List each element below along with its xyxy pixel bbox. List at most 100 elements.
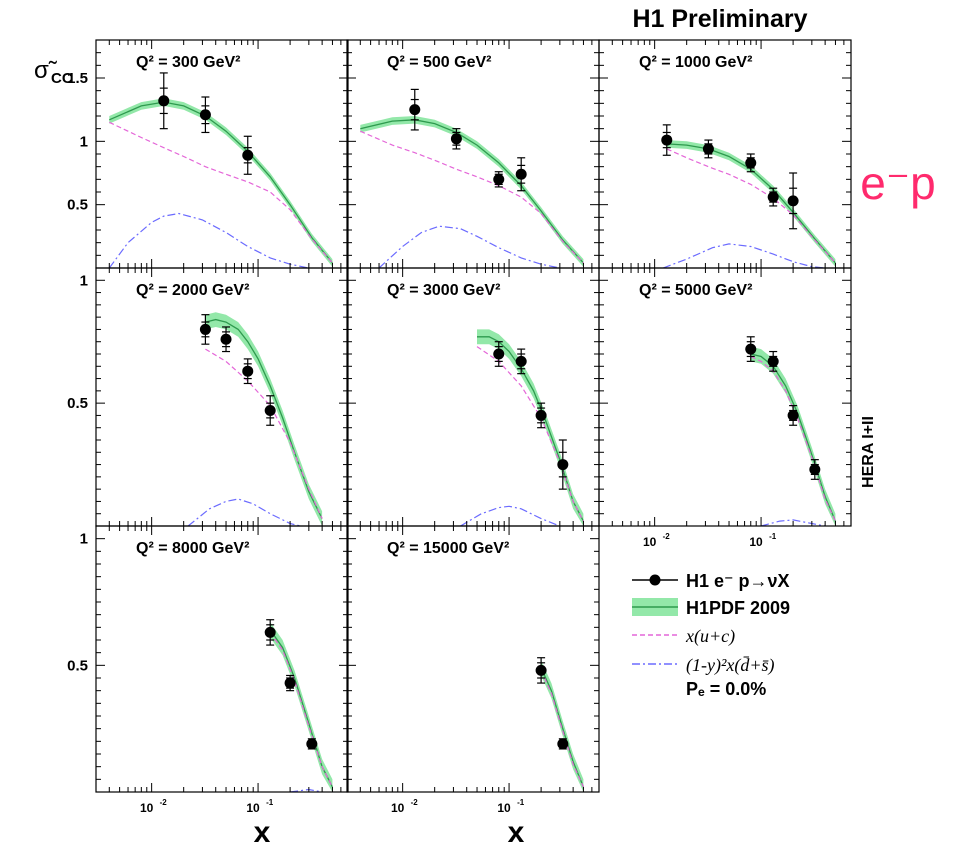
xuc-curve <box>205 348 323 519</box>
data-point <box>515 348 527 375</box>
dbar-sbar-curve <box>662 243 826 268</box>
panel-title: Q² = 8000 GeV² <box>136 540 249 557</box>
fit-curve <box>750 353 836 522</box>
data-point <box>493 171 505 188</box>
hera-label: HERA I+II <box>860 416 877 488</box>
panel-title: Q² = 300 GeV² <box>136 54 241 71</box>
plot-area <box>360 88 584 268</box>
data-point <box>809 459 821 480</box>
data-point <box>767 350 779 372</box>
legend-dashdot-label: (1-y)²x(d̄+s̄) <box>686 655 775 676</box>
dbar-sbar-curve <box>108 212 309 268</box>
xuc-curve <box>360 130 584 264</box>
x-tick-label-exp: -1 <box>769 532 777 541</box>
fit-band <box>205 312 323 526</box>
data-point <box>450 128 462 150</box>
fit-curve <box>109 101 333 264</box>
data-point <box>306 738 318 750</box>
y-tick-label: 0.5 <box>67 395 88 412</box>
data-point <box>702 139 714 159</box>
data-point <box>199 96 211 134</box>
x-axis-label-left: x <box>254 816 271 848</box>
x-tick-label-exp: -2 <box>160 798 168 807</box>
dbar-sbar-curve <box>760 519 826 526</box>
fit-curve <box>360 119 584 264</box>
panel-title: Q² = 2000 GeV² <box>136 282 249 299</box>
y-axis-label-sub: CC <box>51 70 73 87</box>
y-tick-label: 1 <box>80 133 88 150</box>
dbar-sbar-curve <box>460 505 561 526</box>
fit-band <box>750 346 836 526</box>
legend-fit-label: H1PDF 2009 <box>686 598 790 618</box>
panel-frame <box>346 267 600 527</box>
x-tick-label-exp: -1 <box>266 798 274 807</box>
y-tick-label: 1 <box>80 531 88 548</box>
xuc-curve <box>476 346 584 522</box>
legend-polarisation-label: Pₑ = 0.0% <box>686 679 766 699</box>
data-point <box>787 172 799 230</box>
panel-q2-6: 10 -2 10 -1 Q² = 5000 GeV² <box>598 267 852 549</box>
x-tick-label-exp: -2 <box>411 798 419 807</box>
panel-q2-5: Q² = 3000 GeV² <box>346 267 600 527</box>
panel-frame <box>346 525 600 793</box>
data-point <box>535 657 547 684</box>
data-point <box>264 619 276 646</box>
plot-area <box>535 657 585 792</box>
plot-area <box>187 312 323 526</box>
legend-data-label: H1 e⁻ p→νX <box>686 571 790 591</box>
data-point <box>220 326 232 353</box>
dbar-sbar-curve <box>187 498 301 526</box>
panel-q2-2: Q² = 500 GeV² <box>346 39 600 269</box>
xuc-curve <box>109 121 333 264</box>
panel-q2-1: 0.5 1 1.5 Q² = 300 GeV² <box>67 39 349 269</box>
figure-title: H1 Preliminary <box>632 5 807 33</box>
data-point <box>661 124 673 156</box>
y-axis-label: σ̃ CC <box>34 57 73 87</box>
x-tick-label: 10 <box>497 801 511 815</box>
x-tick-label: 10 <box>643 535 657 549</box>
data-point <box>264 395 276 426</box>
xuc-curve <box>666 148 836 264</box>
data-point <box>158 72 170 130</box>
x-tick-label-exp: -2 <box>663 532 671 541</box>
xuc-curve <box>750 355 836 522</box>
panel-q2-8: 10 -2 10 -1 Q² = 15000 GeV² <box>346 525 600 815</box>
y-tick-label: 1.5 <box>67 70 88 87</box>
panel-q2-3: Q² = 1000 GeV² <box>598 39 852 269</box>
xuc-curve <box>269 632 333 788</box>
fit-curve <box>477 336 584 522</box>
fit-curve <box>540 667 585 788</box>
panel-q2-7: 10 -2 10 -1 0.5 1 Q² = 8000 GeV² <box>67 525 349 815</box>
xuc-curve <box>540 670 584 788</box>
fit-band <box>109 98 333 267</box>
data-point <box>493 341 505 367</box>
data-point <box>557 439 569 490</box>
x-tick-label: 10 <box>140 801 154 815</box>
data-point <box>745 153 757 173</box>
data-point <box>242 135 254 175</box>
panel-title: Q² = 5000 GeV² <box>639 282 752 299</box>
data-point <box>284 674 296 692</box>
legend-dashed-label: x(u+c) <box>685 626 735 647</box>
data-point <box>767 187 779 207</box>
fit-band <box>477 329 584 526</box>
data-point <box>242 358 254 385</box>
x-tick-label: 10 <box>246 801 260 815</box>
legend: H1 e⁻ p→νX H1PDF 2009 x(u+c) (1-y)²x(d̄+… <box>632 571 790 699</box>
panel-title: Q² = 1000 GeV² <box>639 54 752 71</box>
data-point <box>199 314 211 345</box>
plot-area <box>264 619 333 792</box>
data-point <box>557 738 569 750</box>
data-point <box>409 88 421 131</box>
plot-area <box>460 329 584 526</box>
panel-grid: 0.5 1 1.5 Q² = 300 GeV² Q² = 500 GeV² Q² = 10… <box>67 39 852 815</box>
panel-title: Q² = 3000 GeV² <box>387 282 500 299</box>
data-point <box>787 405 799 426</box>
panel-frame <box>346 39 600 269</box>
legend-fit-marker <box>632 598 678 616</box>
plot-area <box>108 72 333 268</box>
panel-q2-4: 0.5 1 Q² = 2000 GeV² <box>67 267 349 527</box>
x-tick-label: 10 <box>391 801 405 815</box>
panel-title: Q² = 15000 GeV² <box>387 540 509 557</box>
